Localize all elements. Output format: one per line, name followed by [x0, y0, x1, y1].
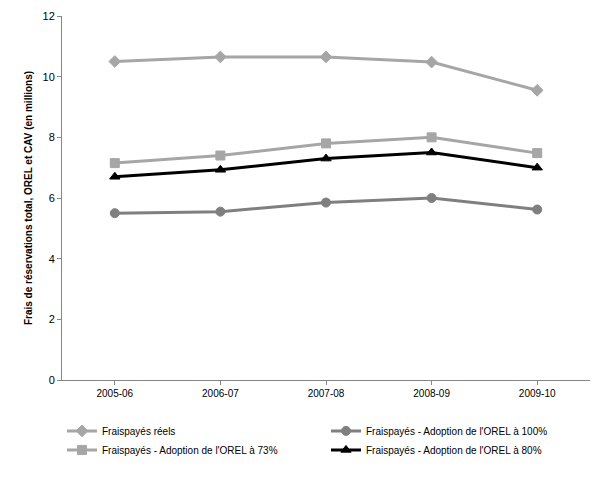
svg-text:Fraispayés réels: Fraispayés réels [102, 426, 175, 437]
svg-text:Fraispayés - Adoption de l'ORE: Fraispayés - Adoption de l'OREL à 100% [366, 426, 547, 437]
svg-text:Fraispayés - Adoption de l'ORE: Fraispayés - Adoption de l'OREL à 80% [366, 445, 542, 456]
svg-text:6: 6 [49, 192, 55, 204]
svg-text:4: 4 [49, 253, 55, 265]
svg-text:Frais de réservations total, O: Frais de réservations total, OREL et CAV… [23, 71, 34, 325]
svg-text:2: 2 [49, 313, 55, 325]
svg-text:2005-06: 2005-06 [96, 388, 133, 399]
svg-text:2008-09: 2008-09 [413, 388, 450, 399]
svg-text:10: 10 [43, 71, 55, 83]
svg-text:12: 12 [43, 10, 55, 22]
svg-text:0: 0 [49, 374, 55, 386]
svg-text:2006-07: 2006-07 [202, 388, 239, 399]
svg-text:8: 8 [49, 131, 55, 143]
svg-text:2009-10: 2009-10 [519, 388, 556, 399]
svg-text:2007-08: 2007-08 [308, 388, 345, 399]
svg-text:Fraispayés - Adoption de l'ORE: Fraispayés - Adoption de l'OREL à 73% [102, 445, 278, 456]
